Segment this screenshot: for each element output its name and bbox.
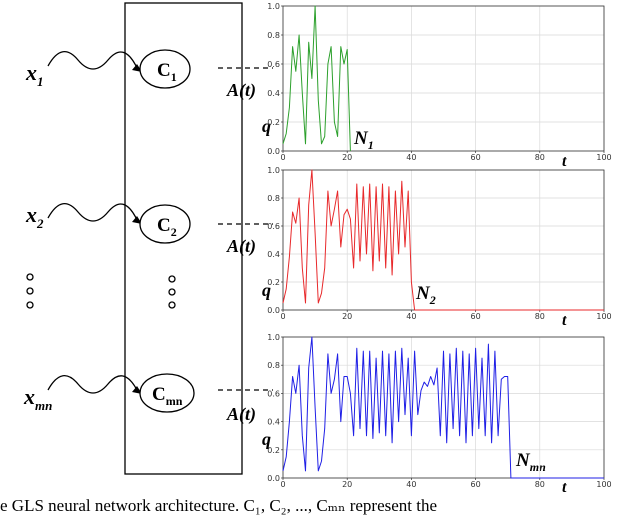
x-tick-label: 0 (280, 153, 285, 162)
x-tick-label: 100 (596, 480, 611, 489)
x-tick-label: 0 (280, 480, 285, 489)
x-tick-label: 40 (406, 312, 416, 321)
y-tick-label: 0.8 (267, 194, 280, 203)
activity-label-1: A(t) (226, 80, 256, 101)
x-tick-label: 100 (596, 312, 611, 321)
threshold-label-3: q (262, 429, 271, 449)
x-tick-label: 60 (471, 153, 481, 162)
y-tick-label: 0.6 (267, 222, 280, 231)
activity-chart-c2: 0 20 40 60 80 100 0.0 0.2 0.4 0.6 0.8 1.0 (267, 166, 611, 321)
input-wave-2 (47, 203, 139, 223)
input-wave-mn (47, 375, 139, 394)
y-tick-label: 1.0 (267, 333, 280, 342)
plot-frame (282, 5, 605, 152)
input-ellipsis (26, 273, 34, 309)
x-tick-label: 20 (342, 480, 352, 489)
activity-series-line (282, 169, 604, 311)
activity-label-3: A(t) (226, 404, 256, 425)
threshold-label-2: q (262, 280, 271, 300)
y-tick-label: 1.0 (267, 2, 280, 11)
activity-chart-cmn: 0 20 40 60 80 100 0.0 0.2 0.4 0.6 0.8 1.0 (267, 333, 611, 489)
y-tick-label: 0.4 (267, 418, 280, 427)
y-tick-label: 0.2 (267, 446, 280, 455)
input-label-mn: xmn (23, 384, 52, 413)
plot-frame (282, 336, 605, 479)
neuron-cmn (139, 373, 195, 413)
activity-series-line (282, 5, 351, 152)
figure-caption: e GLS neural network architecture. C₁, C… (0, 496, 438, 515)
y-tick-label: 0.6 (267, 60, 280, 69)
x-tick-label: 40 (406, 153, 416, 162)
y-tick-label: 0.6 (267, 389, 280, 398)
neuron-c1-label: C1 (157, 60, 177, 84)
plot-frame (282, 169, 605, 311)
time-label-2: t (562, 312, 567, 329)
x-tick-label: 20 (342, 153, 352, 162)
endpoint-label-2: N2 (415, 283, 436, 307)
x-tick-label: 20 (342, 312, 352, 321)
x-tick-label: 100 (596, 153, 611, 162)
input-label-2: x2 (25, 202, 44, 231)
y-tick-label: 0.4 (267, 89, 280, 98)
neuron-cmn-label: Cmn (152, 384, 183, 408)
y-tick-label: 0.8 (267, 31, 280, 40)
y-tick-label: 0.0 (267, 474, 280, 483)
x-tick-label: 40 (406, 480, 416, 489)
endpoint-label-1: N1 (353, 128, 374, 152)
activity-series-line (282, 336, 604, 479)
neuron-c2 (139, 204, 191, 244)
x-tick-label: 0 (280, 312, 285, 321)
neuron-c1 (139, 49, 191, 89)
time-label-1: t (562, 153, 567, 170)
neuron-c2-label: C2 (157, 215, 177, 239)
x-tick-label: 80 (535, 480, 545, 489)
x-tick-label: 60 (471, 480, 481, 489)
input-wave-1 (47, 51, 139, 71)
endpoint-label-3: Nmn (515, 450, 546, 474)
network-box (124, 2, 243, 475)
x-tick-label: 60 (471, 312, 481, 321)
y-tick-label: 1.0 (267, 166, 280, 175)
x-tick-label: 80 (535, 312, 545, 321)
activity-chart-c1: 0 20 40 60 80 100 0.0 0.2 0.4 0.6 0.8 1.0 (267, 2, 611, 162)
threshold-label-1: q (262, 116, 271, 136)
activity-label-2: A(t) (226, 236, 256, 257)
y-tick-label: 0.0 (267, 306, 280, 315)
input-label-1: x1 (25, 60, 44, 89)
neuron-ellipsis (168, 275, 176, 309)
architecture-figure: x1 C1 x2 C2 xmn Cmn A(t) q N1 t A(t) q N… (23, 2, 612, 496)
y-tick-label: 0.8 (267, 361, 280, 370)
y-tick-label: 0.0 (267, 147, 280, 156)
x-tick-label: 80 (535, 153, 545, 162)
y-tick-label: 0.4 (267, 250, 280, 259)
y-tick-label: 0.2 (267, 118, 280, 127)
y-tick-label: 0.2 (267, 278, 280, 287)
time-label-3: t (562, 479, 567, 496)
